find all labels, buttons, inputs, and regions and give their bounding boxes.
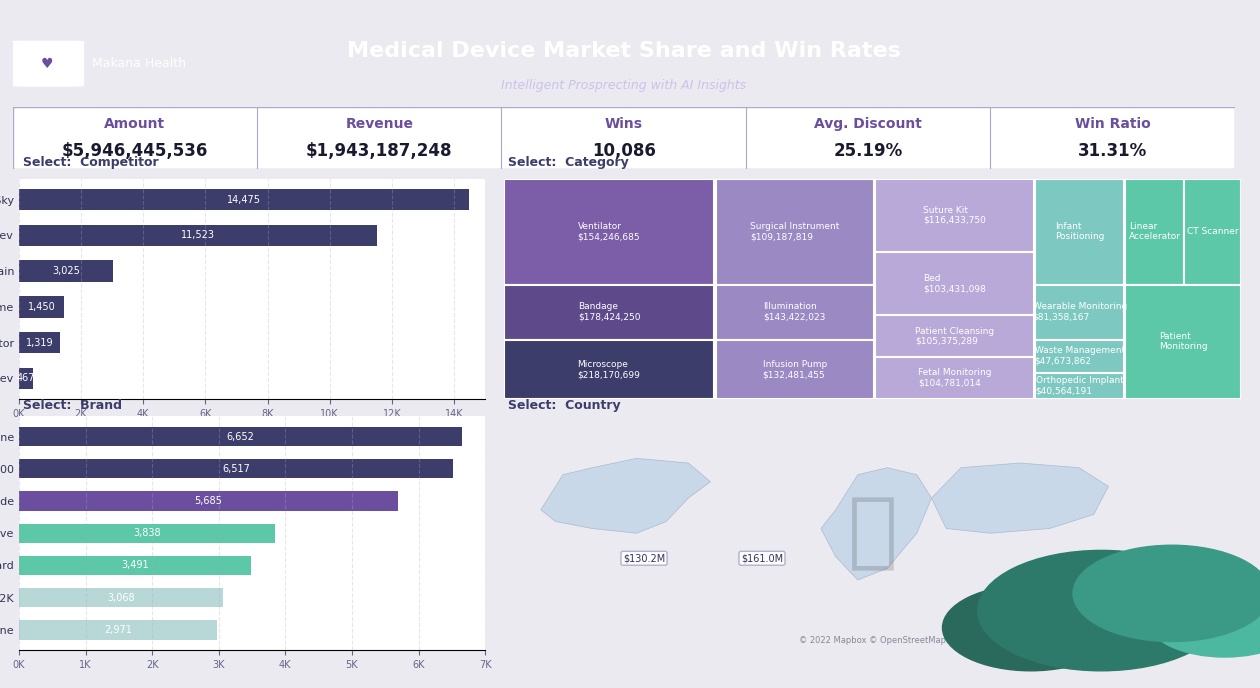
Bar bbox=[876, 357, 1034, 399]
Text: Patient
Monitoring: Patient Monitoring bbox=[1159, 332, 1207, 352]
Circle shape bbox=[1074, 545, 1260, 641]
Polygon shape bbox=[822, 468, 931, 580]
Bar bbox=[504, 340, 714, 399]
Text: Bandage
$178,424,250: Bandage $178,424,250 bbox=[578, 303, 640, 322]
Text: Avg. Discount: Avg. Discount bbox=[814, 117, 922, 131]
Text: Select:  Competitor: Select: Competitor bbox=[23, 156, 159, 169]
Polygon shape bbox=[931, 463, 1109, 533]
Text: Illumination
$143,422,023: Illumination $143,422,023 bbox=[764, 303, 827, 322]
Bar bbox=[19, 556, 252, 575]
Text: 3,491: 3,491 bbox=[121, 561, 149, 570]
Text: Infant
Positioning: Infant Positioning bbox=[1055, 222, 1104, 241]
Text: Fetal Monitoring
$104,781,014: Fetal Monitoring $104,781,014 bbox=[919, 369, 992, 388]
Bar bbox=[504, 179, 714, 285]
Bar bbox=[1036, 340, 1124, 373]
Text: Ventilator
$154,246,685: Ventilator $154,246,685 bbox=[578, 222, 640, 241]
Text: 2,971: 2,971 bbox=[103, 625, 132, 635]
Text: $130.2M: $130.2M bbox=[622, 553, 665, 563]
Bar bbox=[19, 491, 397, 510]
Bar bbox=[1184, 179, 1241, 285]
Bar bbox=[1036, 179, 1124, 285]
Text: 🗺: 🗺 bbox=[848, 493, 897, 574]
Text: Intelligent Prosprecting with AI Insights: Intelligent Prosprecting with AI Insight… bbox=[501, 78, 746, 92]
Text: Select:  Country: Select: Country bbox=[508, 399, 620, 412]
Bar bbox=[716, 340, 874, 399]
Text: Win Ratio: Win Ratio bbox=[1075, 117, 1150, 131]
Bar bbox=[19, 367, 34, 389]
Circle shape bbox=[1147, 581, 1260, 657]
Text: Surgical Instrument
$109,187,819: Surgical Instrument $109,187,819 bbox=[750, 222, 839, 241]
Bar bbox=[19, 260, 113, 282]
Text: 3,838: 3,838 bbox=[132, 528, 160, 538]
Bar bbox=[1036, 285, 1124, 340]
Text: 6,517: 6,517 bbox=[222, 464, 249, 474]
Text: Microscope
$218,170,699: Microscope $218,170,699 bbox=[577, 360, 640, 379]
Text: Wearable Monitoring
$81,358,167: Wearable Monitoring $81,358,167 bbox=[1032, 303, 1126, 322]
Bar bbox=[19, 427, 462, 447]
Bar bbox=[876, 179, 1034, 252]
Text: Bed
$103,431,098: Bed $103,431,098 bbox=[924, 274, 987, 293]
Bar bbox=[716, 179, 874, 285]
Text: $1,943,187,248: $1,943,187,248 bbox=[306, 142, 452, 160]
Text: Infusion Pump
$132,481,455: Infusion Pump $132,481,455 bbox=[762, 360, 827, 379]
Bar bbox=[19, 224, 377, 246]
FancyBboxPatch shape bbox=[13, 107, 1235, 169]
Text: Suture Kit
$116,433,750: Suture Kit $116,433,750 bbox=[924, 206, 987, 225]
Text: $161.0M: $161.0M bbox=[741, 553, 782, 563]
Text: Revenue: Revenue bbox=[345, 117, 413, 131]
Text: Makana Health: Makana Health bbox=[92, 57, 186, 70]
FancyBboxPatch shape bbox=[10, 41, 83, 86]
Text: © 2022 Mapbox © OpenStreetMap: © 2022 Mapbox © OpenStreetMap bbox=[799, 636, 946, 645]
Text: 3,025: 3,025 bbox=[52, 266, 79, 276]
Circle shape bbox=[942, 585, 1119, 671]
Text: Wins: Wins bbox=[605, 117, 643, 131]
Text: Medical Device Market Share and Win Rates: Medical Device Market Share and Win Rate… bbox=[346, 41, 901, 61]
Text: 1,450: 1,450 bbox=[28, 302, 55, 312]
Polygon shape bbox=[541, 458, 711, 533]
Text: Orthopedic Implant
$40,564,191: Orthopedic Implant $40,564,191 bbox=[1036, 376, 1124, 396]
Text: Select:  Brand: Select: Brand bbox=[23, 399, 122, 412]
Bar bbox=[876, 252, 1034, 315]
Bar bbox=[19, 524, 275, 543]
Text: 6,652: 6,652 bbox=[227, 431, 255, 442]
Text: Patient Cleansing
$105,375,289: Patient Cleansing $105,375,289 bbox=[915, 327, 994, 346]
Bar bbox=[1125, 179, 1184, 285]
Bar bbox=[19, 296, 64, 318]
Bar bbox=[1036, 373, 1124, 399]
Text: $5,946,445,536: $5,946,445,536 bbox=[62, 142, 208, 160]
Bar bbox=[19, 189, 469, 211]
Text: CT Scanner: CT Scanner bbox=[1187, 227, 1239, 236]
Bar bbox=[19, 332, 60, 354]
Text: 25.19%: 25.19% bbox=[834, 142, 902, 160]
Text: Waste Management
$47,673,862: Waste Management $47,673,862 bbox=[1034, 347, 1125, 366]
Bar bbox=[19, 459, 452, 478]
Bar bbox=[716, 285, 874, 340]
Text: 5,685: 5,685 bbox=[194, 496, 222, 506]
Bar bbox=[1125, 285, 1241, 399]
Text: 3,068: 3,068 bbox=[107, 592, 135, 603]
Text: ♥: ♥ bbox=[40, 56, 53, 71]
Circle shape bbox=[978, 550, 1225, 671]
Bar bbox=[19, 620, 217, 640]
Text: Amount: Amount bbox=[105, 117, 165, 131]
Text: 10,086: 10,086 bbox=[592, 142, 655, 160]
Bar bbox=[19, 588, 223, 608]
Text: 467: 467 bbox=[16, 374, 35, 383]
Bar bbox=[504, 285, 714, 340]
Text: Linear
Accelerator: Linear Accelerator bbox=[1129, 222, 1181, 241]
Text: 31.31%: 31.31% bbox=[1079, 142, 1147, 160]
Text: 1,319: 1,319 bbox=[25, 338, 53, 347]
Text: 11,523: 11,523 bbox=[181, 230, 215, 240]
Text: Select:  Category: Select: Category bbox=[508, 156, 629, 169]
Bar bbox=[876, 315, 1034, 357]
Text: 14,475: 14,475 bbox=[227, 195, 261, 204]
